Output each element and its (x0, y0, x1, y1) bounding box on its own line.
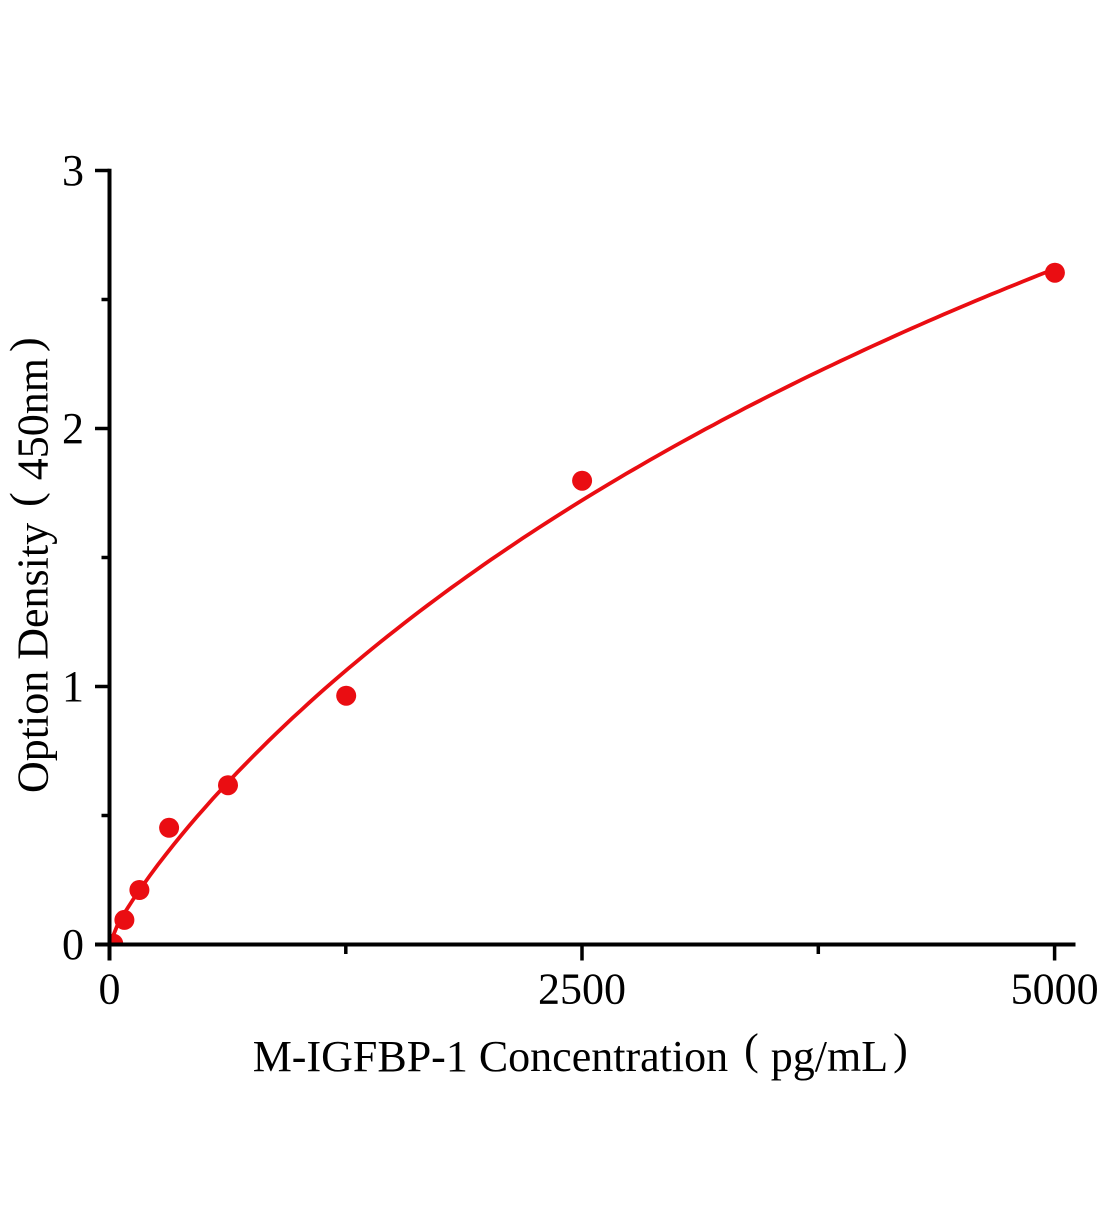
svg-text:3: 3 (62, 146, 84, 195)
svg-text:Option Density(450nm): Option Density(450nm) (2, 337, 58, 793)
svg-text:1: 1 (62, 662, 84, 711)
svg-text:5000: 5000 (1011, 965, 1099, 1014)
svg-text:2500: 2500 (538, 965, 626, 1014)
svg-text:0: 0 (99, 965, 121, 1014)
svg-text:M-IGFBP-1 Concentration(pg/mL): M-IGFBP-1 Concentration(pg/mL) (253, 1025, 908, 1081)
svg-text:2: 2 (62, 404, 84, 453)
svg-text:0: 0 (62, 920, 84, 969)
